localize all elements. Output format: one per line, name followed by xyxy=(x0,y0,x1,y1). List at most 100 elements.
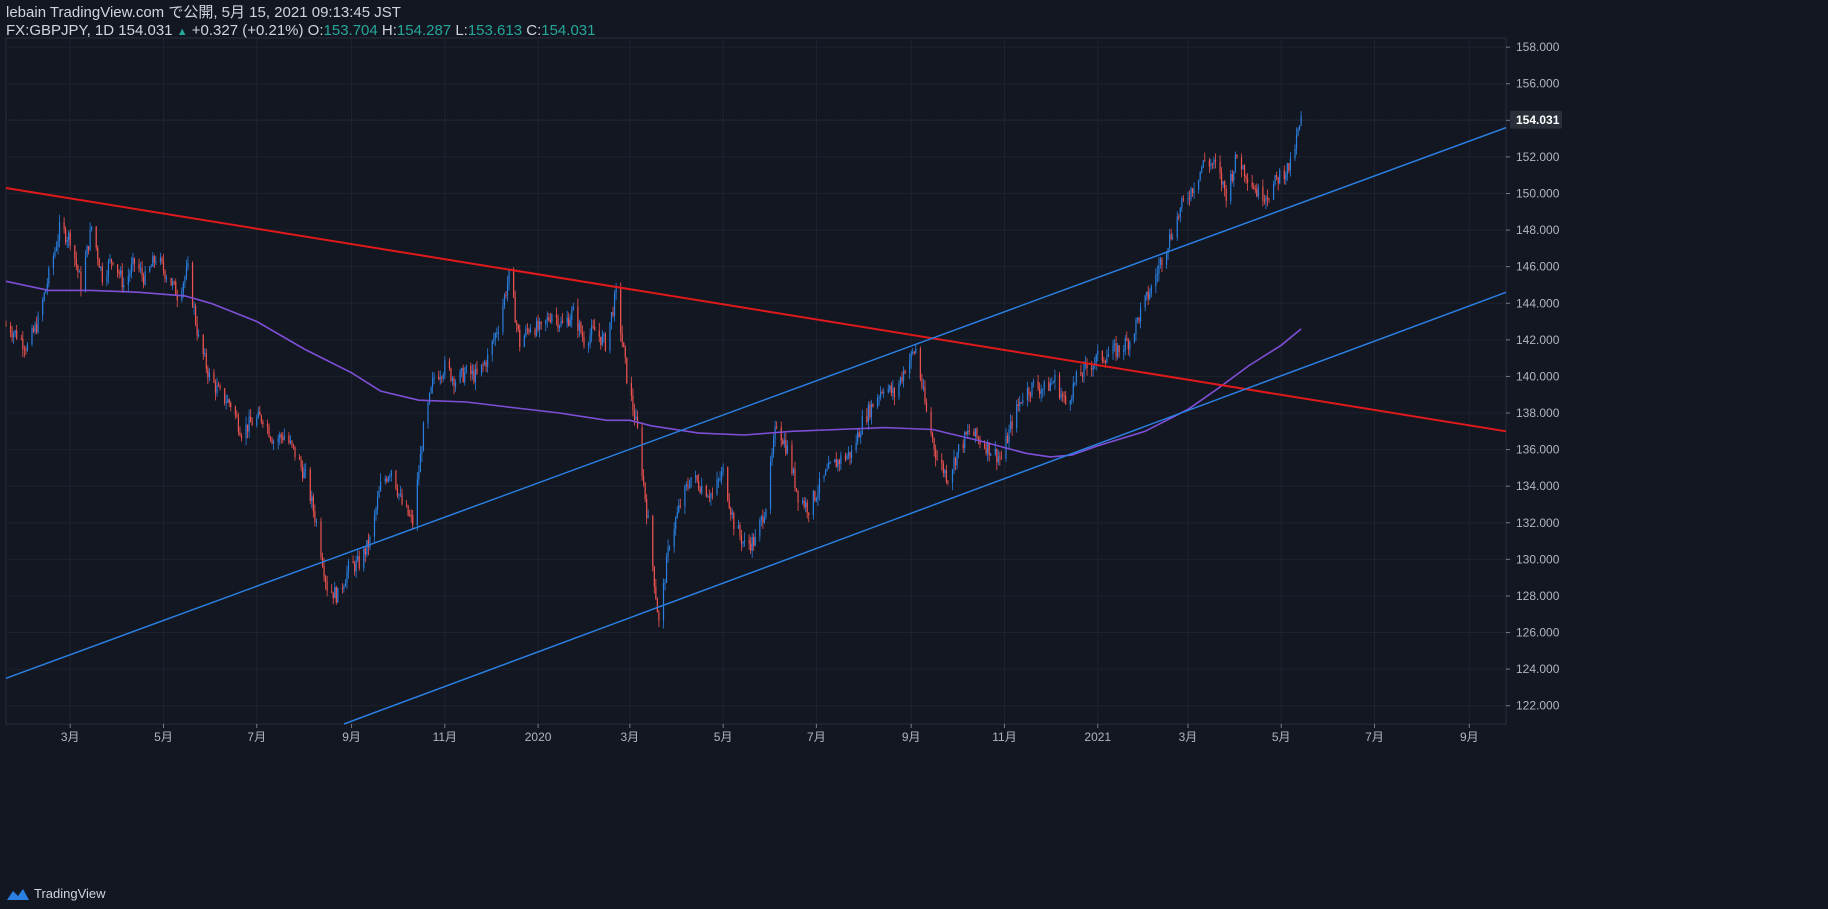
candle-body xyxy=(482,364,484,366)
candle-body xyxy=(465,365,467,373)
candle-body xyxy=(98,259,100,268)
plot-frame xyxy=(5,37,1507,725)
candle-body xyxy=(42,300,44,316)
candle-body xyxy=(513,268,515,298)
candle-body xyxy=(320,521,322,557)
candle-body xyxy=(765,509,767,518)
candle-body xyxy=(644,482,646,499)
candle-body xyxy=(1042,389,1044,391)
x-tick-label: 5月 xyxy=(154,730,173,744)
candle-body xyxy=(311,496,313,502)
candle-body xyxy=(1243,165,1246,177)
candle-body xyxy=(795,487,798,491)
candle-body xyxy=(549,320,551,322)
candle-body xyxy=(193,306,195,308)
candle-body xyxy=(378,490,380,498)
x-tick-label: 7月 xyxy=(807,730,826,744)
candles xyxy=(5,111,1302,629)
candle-body xyxy=(558,325,561,328)
candle-body xyxy=(858,432,860,438)
candle-body xyxy=(395,470,397,489)
candle-body xyxy=(1069,400,1071,405)
open-label: O: xyxy=(307,22,324,39)
candle-body xyxy=(678,505,680,513)
candle-body xyxy=(957,444,960,453)
y-tick-label: 158.000 xyxy=(1516,40,1560,54)
candle-body xyxy=(32,328,35,332)
candle-body xyxy=(138,263,140,270)
candle-body xyxy=(75,258,77,266)
candle-body xyxy=(840,455,842,464)
symbol-label[interactable]: FX:GBPJPY, 1D xyxy=(6,22,115,39)
candle-body xyxy=(1279,170,1281,184)
candle-body xyxy=(1263,200,1266,202)
candle-body xyxy=(962,444,964,449)
candle-body xyxy=(1285,174,1287,180)
candle-body xyxy=(101,266,103,283)
candle-body xyxy=(207,368,209,378)
candle-body xyxy=(341,587,343,589)
publish-info: lebain TradingView.com で公開, 5月 15, 2021 … xyxy=(6,4,401,21)
candle-body xyxy=(396,488,399,496)
candle-body xyxy=(37,315,39,333)
candle-body xyxy=(953,457,955,470)
candle-body xyxy=(375,508,377,515)
candle-body xyxy=(828,462,830,469)
y-tick-label: 124.000 xyxy=(1516,662,1560,676)
candle-body xyxy=(1129,341,1131,350)
trendlines[interactable] xyxy=(5,126,1507,725)
candle-body xyxy=(52,256,55,269)
candle-body xyxy=(750,543,752,551)
candle-body xyxy=(363,548,365,569)
candle-body xyxy=(878,397,880,399)
time-axis[interactable]: 3月 5月 7月 9月 11月 2020 3月 5月 7月 9月 11月 2021 3月 5月 7月 9月 xyxy=(61,724,1479,744)
candle-body xyxy=(121,270,123,288)
candle-body xyxy=(95,226,97,248)
candle-body xyxy=(1101,350,1103,361)
candle-body xyxy=(100,266,102,268)
candle-body xyxy=(786,445,788,454)
price-axis[interactable]: 122.000 124.000 126.000 128.000 130.000 132.0… xyxy=(6,40,1562,713)
candle-body xyxy=(519,329,521,347)
close-value: 154.031 xyxy=(541,22,596,39)
candle-body xyxy=(213,372,215,383)
candle-body xyxy=(288,435,290,443)
candle-body xyxy=(808,512,810,516)
candle-body xyxy=(740,535,743,544)
candle-body xyxy=(1201,167,1203,172)
candle-body xyxy=(149,267,151,272)
footer[interactable]: TradingView xyxy=(6,886,106,901)
candle-body xyxy=(77,265,79,272)
candle-body xyxy=(615,287,617,294)
candle-body xyxy=(1193,189,1195,194)
candle-body xyxy=(818,478,821,493)
candle-body xyxy=(1054,374,1056,383)
candle-body xyxy=(849,452,851,458)
candle-body xyxy=(1181,198,1183,208)
candle-body xyxy=(999,456,1001,458)
candle-body xyxy=(698,480,700,489)
candle-body xyxy=(647,516,649,518)
candle-body xyxy=(866,416,868,423)
candle-body xyxy=(1159,258,1162,265)
candle-body xyxy=(153,256,155,263)
candle-body xyxy=(184,277,186,284)
candle-body xyxy=(780,427,782,441)
candle-body xyxy=(1031,382,1033,396)
candle-body xyxy=(26,344,29,351)
ohlc-legend: FX:GBPJPY, 1D 154.031 ▲ +0.327 (+0.21%) … xyxy=(6,22,595,41)
candle-body xyxy=(236,414,238,417)
candle-body xyxy=(823,475,825,479)
candle-body xyxy=(785,439,787,454)
candle-body xyxy=(922,386,925,388)
candle-body xyxy=(707,496,709,498)
candle-body xyxy=(491,340,493,355)
candle-body xyxy=(612,312,614,316)
candle-body xyxy=(1080,371,1082,376)
candle-body xyxy=(1071,398,1073,401)
candle-body xyxy=(422,423,425,452)
x-tick-label: 3月 xyxy=(61,730,80,744)
candle-body xyxy=(867,404,869,423)
candle-body xyxy=(1295,134,1298,149)
